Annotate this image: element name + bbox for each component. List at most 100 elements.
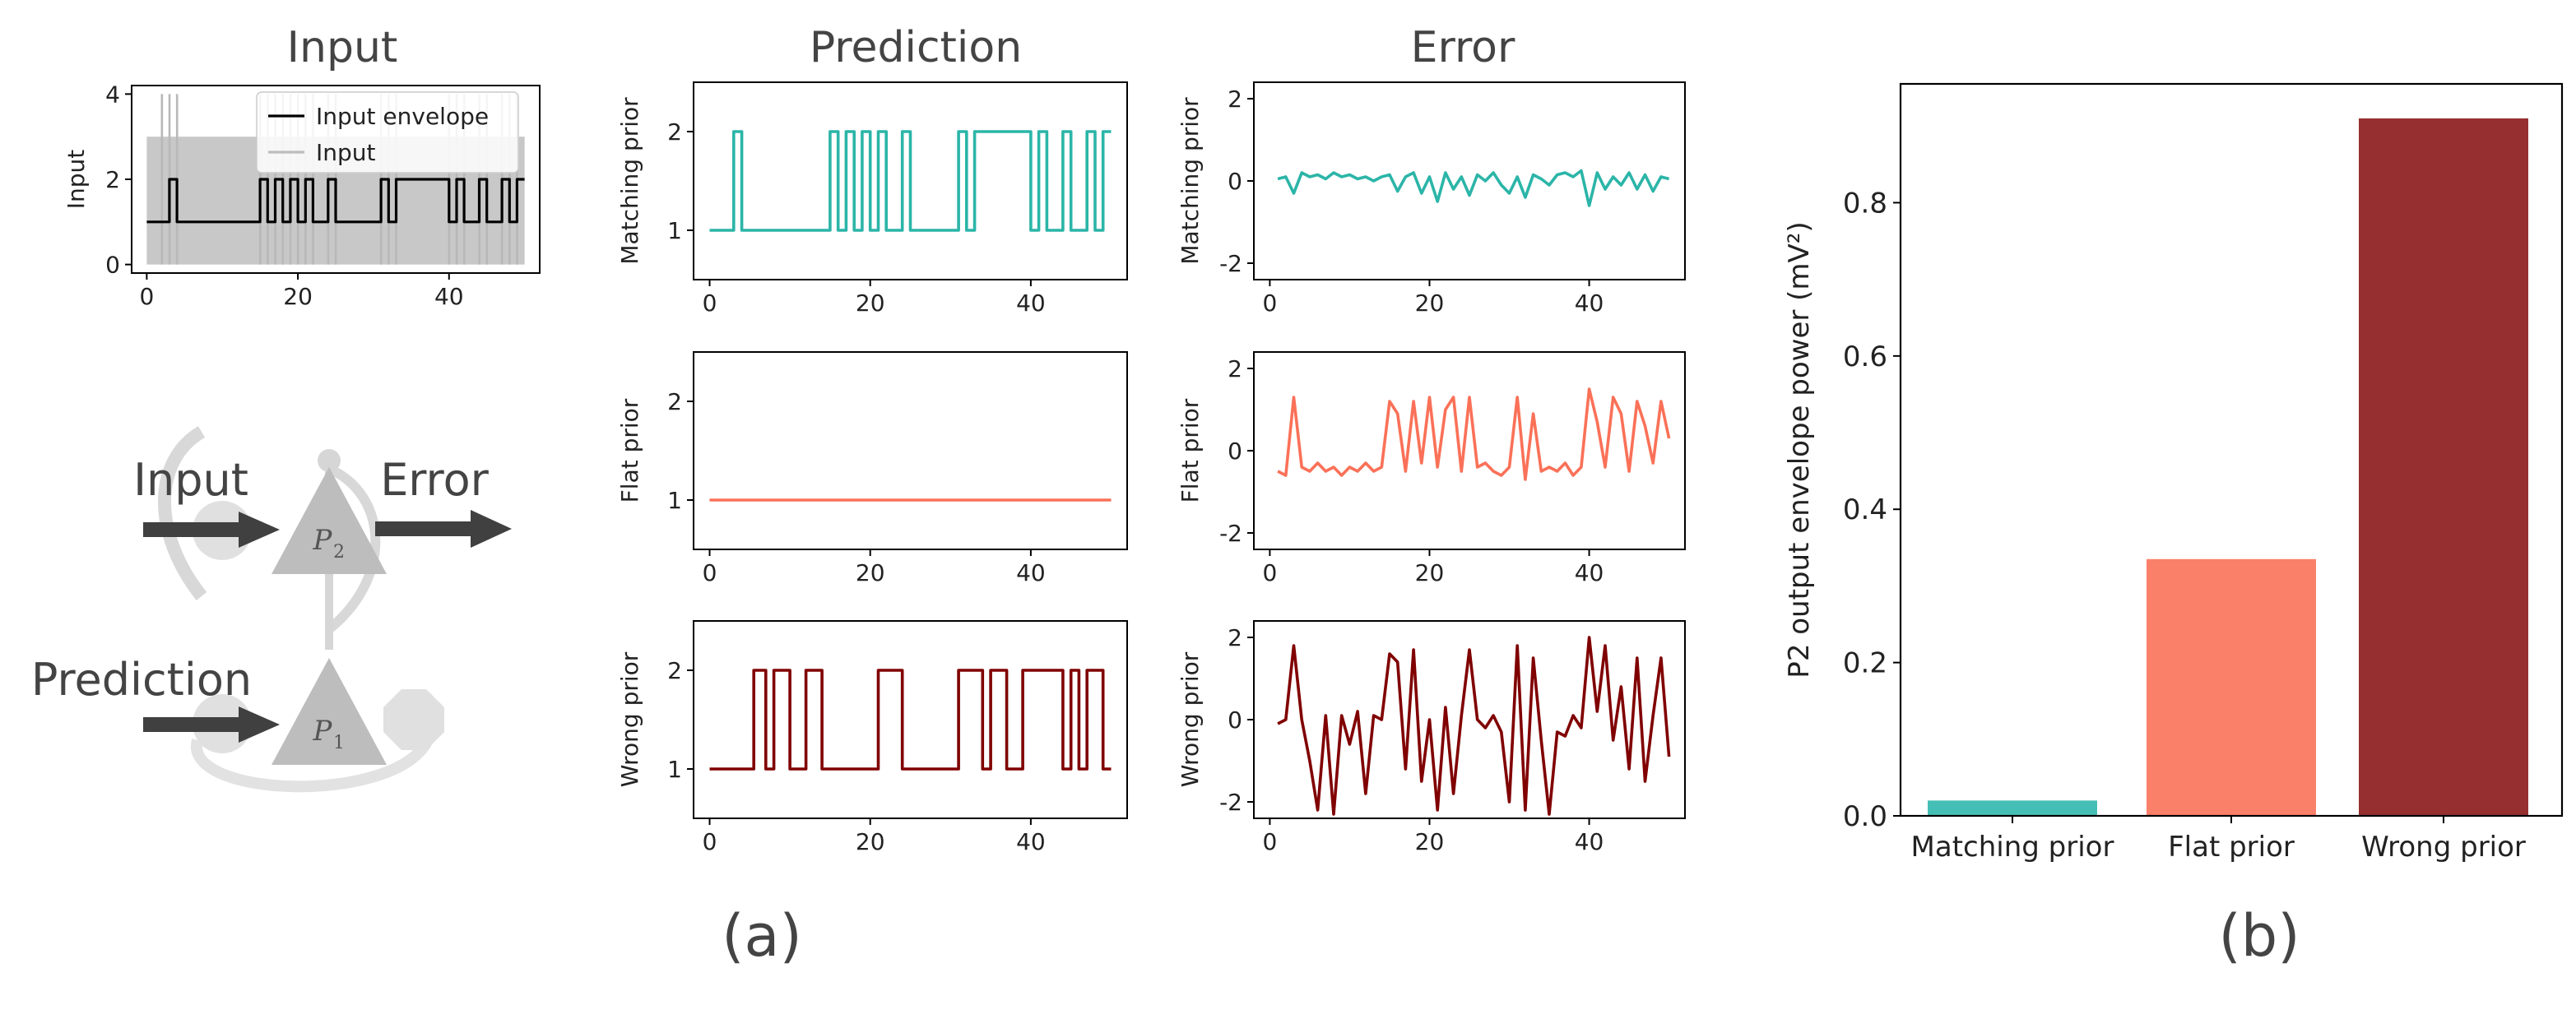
y-tick-label: 0 — [1228, 706, 1242, 734]
y-tick-label: 0.8 — [1843, 187, 1887, 220]
y-axis-label: Wrong prior — [1177, 651, 1204, 787]
y-axis-label: Input — [63, 150, 90, 210]
y-axis-label: Matching prior — [616, 97, 643, 265]
x-tick-label: 20 — [856, 559, 885, 586]
power-bar-chart: Matching prior Flat prior Wrong prior 0.0 0.… — [1783, 82, 2564, 864]
x-tick-label: Wrong prior — [2361, 831, 2526, 864]
axes-frame — [693, 351, 1128, 550]
y-tick-label: -2 — [1219, 789, 1242, 816]
diagram-error-label: Error — [380, 454, 489, 506]
x-tick-label: Flat prior — [2168, 831, 2295, 864]
axes-frame — [693, 620, 1128, 819]
y-tick-label: 0 — [105, 252, 120, 279]
series-line — [1277, 636, 1671, 816]
y-axis-label: P2 output envelope power (mV²) — [1783, 221, 1816, 678]
y-axis-label: Flat prior — [616, 398, 643, 503]
error-arrow — [375, 510, 512, 548]
y-tick-label: 1 — [667, 217, 682, 244]
series-line — [709, 130, 1112, 232]
bar — [1928, 800, 2097, 816]
input-spike — [160, 94, 164, 265]
x-tick-label: 40 — [1016, 289, 1046, 317]
cell-top-letter: P — [313, 524, 333, 557]
x-tick-label: 40 — [1016, 828, 1046, 855]
legend-envelope-label: Input envelope — [316, 103, 489, 130]
x-tick-label: 0 — [139, 283, 154, 310]
y-tick-label: 0.4 — [1843, 493, 1887, 526]
error-matching-chart: 0 20 40 -2 0 2 Matching prior — [1177, 81, 1686, 317]
x-tick-label: 0 — [1262, 559, 1277, 586]
input-arrow — [143, 512, 280, 548]
bar — [2359, 118, 2528, 816]
prediction-matching-chart: 0 20 40 1 2 Matching prior — [616, 81, 1128, 317]
diagram-input-label: Input — [133, 454, 248, 506]
axes-frame — [693, 81, 1128, 280]
panel-a-label: (a) — [722, 902, 802, 970]
x-tick-label: 20 — [856, 289, 885, 317]
y-tick-label: 0.6 — [1843, 340, 1887, 373]
prediction-flat-chart: 0 20 40 1 2 Flat prior — [616, 351, 1128, 586]
y-axis-label: Matching prior — [1177, 97, 1204, 265]
prediction-column-title: Prediction — [810, 23, 1022, 72]
cell-bottom-letter: P — [313, 715, 333, 748]
x-tick-label: Matching prior — [1911, 831, 2114, 864]
series-line — [146, 178, 525, 224]
cell-bottom-subscript: 1 — [333, 733, 345, 753]
connector-node — [318, 449, 341, 472]
y-axis-label: Flat prior — [1177, 398, 1204, 503]
x-tick-label: 0 — [1262, 289, 1277, 317]
x-tick-label: 0 — [1262, 828, 1277, 855]
cell-top-subscript: 2 — [333, 542, 345, 563]
y-tick-label: 1 — [667, 487, 682, 514]
y-tick-label: 2 — [667, 388, 682, 415]
axes-frame — [1253, 81, 1686, 280]
axes-frame — [1899, 82, 2564, 818]
series-line — [1277, 387, 1671, 481]
x-tick-label: 0 — [703, 289, 717, 317]
x-tick-label: 40 — [434, 283, 464, 310]
y-tick-label: 2 — [1228, 624, 1242, 651]
x-tick-label: 20 — [1415, 828, 1445, 855]
legend-box — [256, 91, 519, 174]
error-wrong-chart: 0 20 40 -2 0 2 Wrong prior — [1177, 620, 1686, 855]
pyramidal-cell-bottom — [272, 658, 387, 765]
feedback-loop-left — [158, 426, 207, 600]
x-tick-label: 40 — [1575, 289, 1604, 317]
prediction-arrow — [143, 706, 280, 743]
y-tick-label: 2 — [1228, 86, 1242, 113]
axes-frame — [1253, 351, 1686, 550]
y-tick-label: 0 — [1228, 168, 1242, 195]
y-tick-label: 0 — [1228, 438, 1242, 465]
y-tick-label: -2 — [1219, 520, 1242, 547]
x-tick-label: 20 — [1415, 289, 1445, 317]
y-tick-label: 2 — [105, 166, 120, 193]
x-tick-label: 40 — [1575, 559, 1604, 586]
bar — [2147, 558, 2316, 816]
input-column-title: Input — [287, 23, 398, 72]
diagram-prediction-label: Prediction — [31, 654, 252, 706]
series-line — [1277, 169, 1670, 207]
feedback-loop-right — [326, 464, 381, 633]
y-tick-label: 2 — [667, 118, 682, 146]
pyramidal-cell-top — [272, 467, 387, 574]
y-axis-label: Wrong prior — [616, 651, 643, 787]
x-tick-label: 20 — [283, 283, 313, 310]
x-tick-label: 0 — [703, 828, 717, 855]
prediction-wrong-chart: 0 20 40 1 2 Wrong prior — [616, 620, 1128, 855]
y-tick-label: 2 — [1228, 355, 1242, 382]
feedback-loop-bottom — [191, 737, 434, 793]
x-tick-label: 40 — [1575, 828, 1604, 855]
y-tick-label: 0.0 — [1843, 800, 1887, 833]
inhibitory-cell-octagon — [383, 689, 444, 750]
x-tick-label: 0 — [703, 559, 717, 586]
y-tick-label: -2 — [1219, 250, 1242, 277]
y-tick-label: 4 — [105, 81, 120, 108]
legend-input-label: Input — [316, 139, 376, 166]
series-line — [709, 669, 1112, 771]
y-tick-label: 0.2 — [1843, 647, 1887, 680]
error-column-title: Error — [1411, 23, 1515, 72]
error-flat-chart: 0 20 40 -2 0 2 Flat prior — [1177, 351, 1686, 586]
panel-b-label: (b) — [2218, 902, 2300, 970]
x-tick-label: 40 — [1016, 559, 1046, 586]
